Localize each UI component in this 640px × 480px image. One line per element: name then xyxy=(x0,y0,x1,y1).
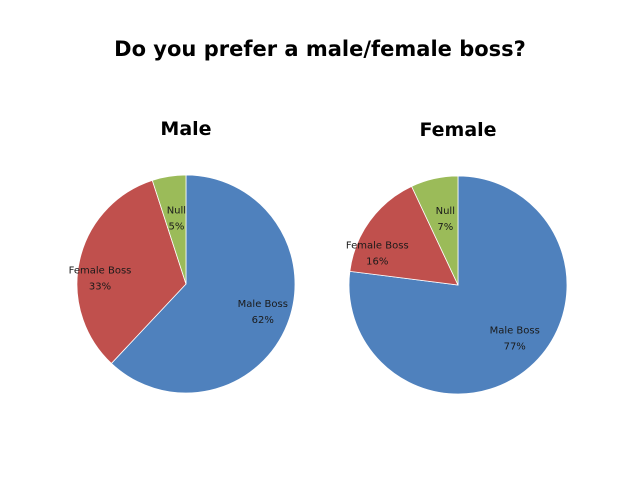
slice-label-null: Null 5% xyxy=(167,205,186,232)
slice-label-male-boss: Male Boss 77% xyxy=(490,326,540,353)
slice-label-male-boss: Male Boss 62% xyxy=(238,299,288,326)
chart-title: Male xyxy=(160,118,211,140)
pie-chart-1: Male Male Boss 62% Female Boss 33% Null 5% xyxy=(69,118,296,394)
pie-slice-female-boss xyxy=(349,185,459,286)
pie-slice-null xyxy=(151,174,187,285)
slice-label-female-boss: Female Boss 33% xyxy=(69,265,132,292)
pie-slice-male-boss xyxy=(110,174,296,394)
slice-label-female-boss: Female Boss 16% xyxy=(346,240,409,267)
main-title: Do you prefer a male/female boss? xyxy=(114,37,526,61)
pie-slice-null xyxy=(411,175,459,286)
chart-title: Female xyxy=(419,119,496,141)
slice-label-null: Null 7% xyxy=(436,206,455,233)
pie-chart-2: Female Male Boss 77% Female Boss 16% Null 7% xyxy=(346,119,568,395)
pie-slice-female-boss xyxy=(76,179,187,365)
